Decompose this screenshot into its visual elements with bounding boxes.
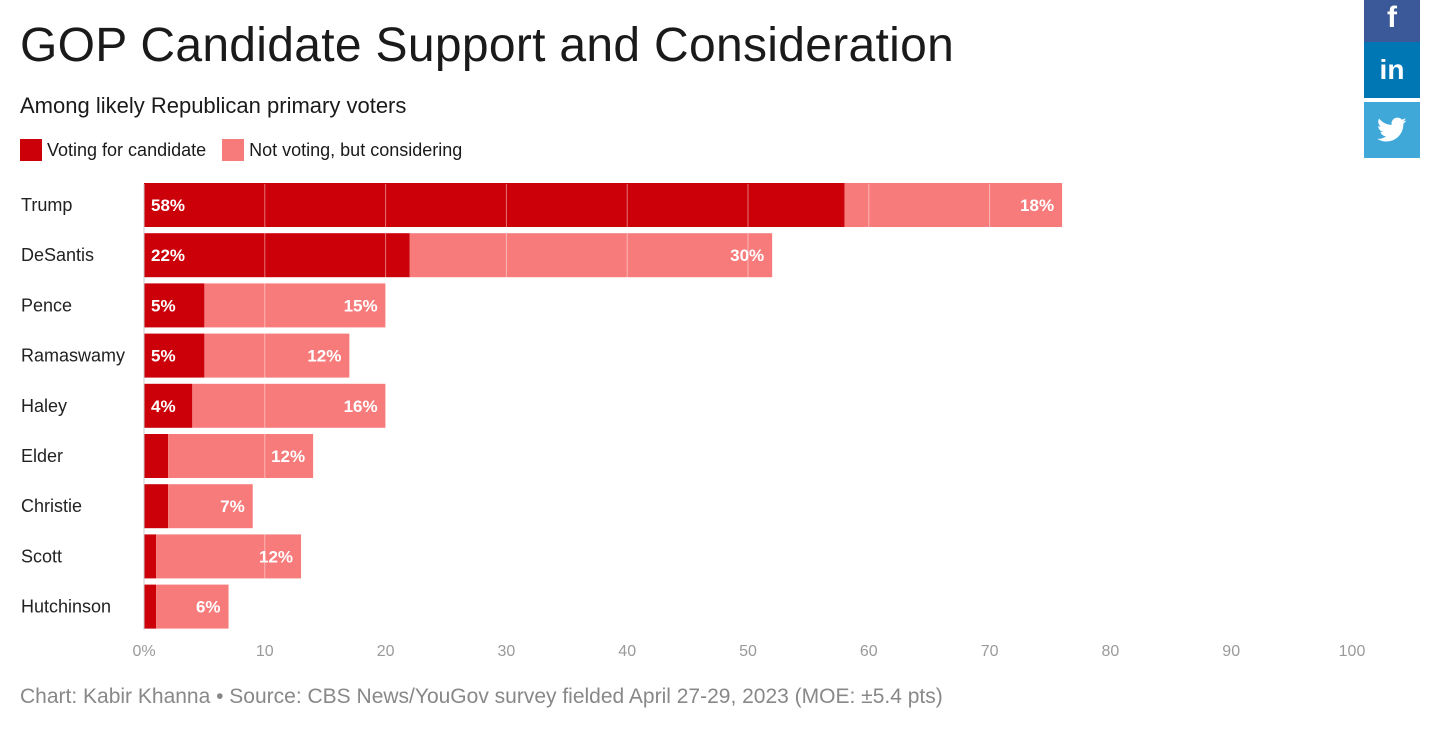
category-label: Hutchinson: [21, 597, 111, 617]
category-label: Christie: [21, 496, 82, 516]
value-label: 22%: [151, 246, 185, 265]
bar-segment: [192, 383, 386, 428]
category-labels: Trump DeSantis Pence Ramaswamy Haley Elder Chr…: [21, 195, 125, 617]
category-label: Haley: [21, 396, 67, 416]
value-label: 18%: [1020, 196, 1054, 215]
legend-label-considering: Not voting, but considering: [249, 139, 463, 160]
x-tick-label: 40: [618, 643, 636, 660]
x-tick-label: 10: [256, 643, 274, 660]
facebook-icon: f: [1387, 1, 1397, 34]
bar-segment: [144, 584, 157, 629]
bar-segment: [156, 584, 229, 629]
value-label: 58%: [151, 196, 185, 215]
category-label: Scott: [21, 546, 62, 566]
bar-segment: [409, 233, 773, 278]
value-labels: 58% 18% 22% 30% 5% 15% 5% 12% 4% 16% 12% 7% 12% 6%: [151, 196, 1054, 617]
value-label: 4%: [151, 397, 176, 416]
bar-segment: [144, 383, 193, 428]
linkedin-icon: in: [1379, 54, 1405, 85]
bar-segment: [144, 183, 845, 227]
value-label: 5%: [151, 296, 176, 315]
value-label: 15%: [344, 296, 378, 315]
bar-segment: [144, 484, 169, 529]
gridlines: [264, 184, 1353, 630]
x-tick-label: 80: [1102, 643, 1120, 660]
legend-item-voting: Voting for candidate: [20, 139, 206, 161]
x-tick-label: 70: [981, 643, 999, 660]
x-tick-label: 30: [498, 643, 516, 660]
bar-segment: [168, 434, 314, 478]
value-label: 16%: [344, 397, 378, 416]
chart-title: GOP Candidate Support and Consideration: [20, 19, 955, 72]
category-label: Ramaswamy: [21, 346, 125, 366]
value-label: 12%: [259, 547, 293, 566]
x-tick-label: 0%: [132, 643, 155, 660]
bar-segment: [144, 233, 410, 278]
x-tick-label: 60: [860, 643, 878, 660]
bar-segment: [144, 283, 205, 328]
bars: [144, 183, 1063, 629]
linkedin-share-button[interactable]: in: [1364, 42, 1420, 98]
bar-segment: [144, 333, 205, 378]
twitter-icon: [1377, 117, 1407, 142]
legend-label-voting: Voting for candidate: [47, 139, 207, 160]
x-tick-label: 20: [377, 643, 395, 660]
bar-segment: [204, 333, 350, 378]
value-label: 30%: [730, 246, 764, 265]
x-tick-label: 90: [1222, 643, 1240, 660]
x-tick-label: 100: [1339, 643, 1366, 660]
category-label: DeSantis: [21, 245, 94, 265]
bar-segment: [168, 484, 253, 529]
chart-subtitle: Among likely Republican primary voters: [20, 93, 407, 118]
bar-segment: [156, 534, 302, 579]
value-label: 7%: [220, 497, 245, 516]
category-label: Trump: [21, 195, 72, 215]
legend: Voting for candidate Not voting, but con…: [20, 139, 478, 161]
x-axis-ticks: 0% 10 20 30 40 50 60 70 80 90 100: [132, 643, 1365, 660]
legend-swatch-voting: [20, 139, 42, 161]
bar-segment: [144, 534, 157, 579]
legend-swatch-considering: [222, 139, 245, 161]
value-label: 12%: [307, 347, 341, 366]
bar-segment: [144, 434, 169, 478]
value-label: 6%: [196, 598, 221, 617]
facebook-share-button[interactable]: f: [1364, 0, 1420, 42]
bar-segment: [844, 183, 1063, 227]
category-label: Elder: [21, 446, 63, 466]
category-label: Pence: [21, 295, 72, 315]
chart-footer: Chart: Kabir Khanna • Source: CBS News/Y…: [20, 685, 943, 708]
x-tick-label: 50: [739, 643, 757, 660]
twitter-share-button[interactable]: [1364, 102, 1420, 158]
bar-segment: [204, 283, 386, 328]
value-label: 5%: [151, 347, 176, 366]
legend-item-considering: Not voting, but considering: [222, 139, 462, 161]
value-label: 12%: [271, 447, 305, 466]
